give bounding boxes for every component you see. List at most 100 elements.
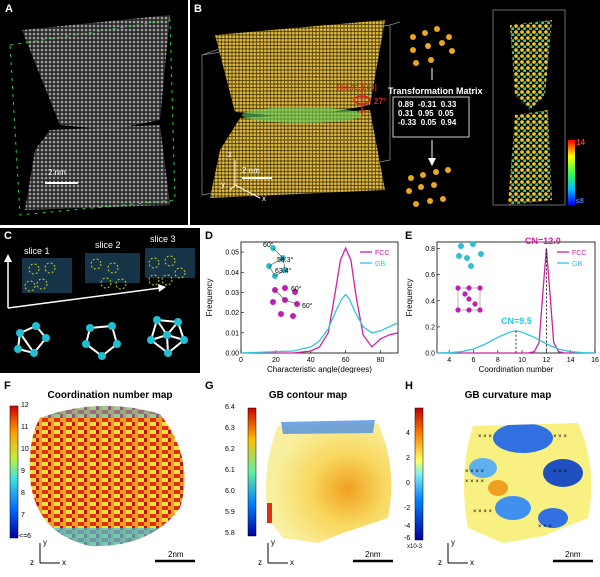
atom [466,296,472,302]
x-tick-label: 6 [472,357,476,364]
panel-label-h: H [405,380,413,392]
colorbar-tick: 7 [21,512,25,519]
y-tick-label: 0.6 [425,272,435,279]
colorbar-tick: -4 [404,523,411,530]
series-line-gb [436,330,596,354]
atom [292,289,298,295]
axis-x-label-f: x [62,558,66,567]
atom [270,299,276,305]
atom [455,285,461,291]
colorbar-tick: 6.0 [225,488,235,495]
matrix-row: 0.31 0.95 0.05 [398,109,454,118]
axis-z-label-f: z [30,558,34,567]
y-tick-label: 0.05 [225,250,239,257]
series-line-fcc [241,246,399,354]
axis-y-label-h: y [451,538,455,547]
x-tick-label: 8 [496,357,500,364]
gb-curvature-map: × × × × × × × × × × × × × × × × × × × × … [414,407,593,564]
x-tick-label: 80 [377,357,385,364]
atom [464,255,470,261]
x-tick-label: 16 [591,357,599,364]
inset-structures-e [455,241,484,313]
y-axis-label: Frequency [405,279,414,317]
panel-f-title: Coordination number map [47,390,173,401]
legend-label: GB [375,261,385,268]
atom [282,285,288,291]
x-tick-label: 40 [307,357,315,364]
x-tick-label: 20 [272,357,280,364]
colorbar-tick: <=6 [19,533,32,540]
atom [455,307,461,313]
panel-f: F Coordination number map [0,378,200,572]
x-tick-label: 4 [447,357,451,364]
colorbar-exponent: x10-3 [407,544,423,550]
atom [462,291,468,297]
svg-text:× × ×: × × × [553,434,567,440]
bond [268,247,286,277]
panel-label-c: C [4,230,12,242]
slice-label-1: slice 1 [24,246,50,256]
panel-label-b: B [194,3,202,15]
angle-label: 60° [302,302,313,310]
svg-text:× × × ×: × × × × [473,509,493,515]
colorbar-max-label-b: 14 [576,138,585,147]
y-tick-label: 0.00 [225,351,239,358]
transformation-matrix-title: Transformation Matrix [388,86,483,96]
matrix-row: -0.33 0.05 0.94 [398,118,457,127]
colorbar-tick: 5.9 [225,509,235,516]
y-tick-label: 0.04 [225,270,239,277]
x-tick-label: 60 [342,357,350,364]
colorbar-tick: 12 [21,402,29,409]
chart-e: 4 6 8 10 12 14 16 0.0 0.2 0.4 0.6 0.8 Coordination n… [405,241,599,374]
transformation-matrix: 0.89 -0.31 0.33 0.31 0.95 0.05 -0.33 0.0… [398,100,456,127]
panel-label-e: E [405,230,413,242]
svg-text:× × ×: × × × [553,469,567,475]
legend-label: GB [572,261,582,268]
atom [278,311,284,317]
atom [466,307,472,313]
axis-y-label-g: y [271,538,275,547]
slice-label-2: slice 2 [95,240,121,250]
colorbar-tick: 11 [21,424,29,431]
scale-bar-label-h: 2nm [565,550,581,559]
colorbar-tick: 8 [21,490,25,497]
panel-c-image [4,248,195,360]
panel-label-f: F [4,380,11,392]
angle-label: 58.3° [277,256,294,264]
y-tick-label: 0.8 [425,246,435,253]
atom [456,253,462,259]
y-axis-label: Frequency [205,279,214,317]
legend-label: FCC [375,250,389,257]
scale-bar-label-f: 2nm [168,550,184,559]
angle-label: 63.4° [275,267,292,275]
panel-d: D 0 20 40 60 80 0.00 0.01 0.02 0.03 0.04 0.05 Chara… [203,228,403,374]
svg-text:× × ×: × × × [478,434,492,440]
y-tick-label: 0.01 [225,330,239,337]
gb-contour-map [247,407,393,564]
panel-label-a: A [5,3,13,15]
panel-a-image [9,15,176,216]
colorbar-tick: 9 [21,468,25,475]
chart-d: 0 20 40 60 80 0.00 0.01 0.02 0.03 0.04 0.05 Charact… [205,241,399,374]
atom [478,251,484,257]
colorbar-tick: 4 [406,430,410,437]
colorbar-tick: 6.3 [225,425,235,432]
scale-bar-label-a: 2 nm [48,168,66,177]
atom [290,313,296,319]
atom [468,263,474,269]
panel-b-image [201,9,575,207]
axis-y-label-f: y [43,538,47,547]
axis-x-label-b: x [262,194,266,203]
angle-label: 60° [263,241,274,249]
colorbar-tick: 0 [406,480,410,487]
axis-x-label-h: x [470,558,474,567]
legend-label: FCC [572,250,586,257]
colorbar-tick: 10 [21,446,29,453]
atom [466,285,472,291]
y-tick-label: 0.2 [425,324,435,331]
atom [458,243,464,249]
series-line-gb [240,293,399,354]
panel-a: A 2 nm [0,0,188,225]
scale-bar-label-g: 2nm [365,550,381,559]
rotation-axis-label: [0,0.73,0.69] [337,85,377,92]
